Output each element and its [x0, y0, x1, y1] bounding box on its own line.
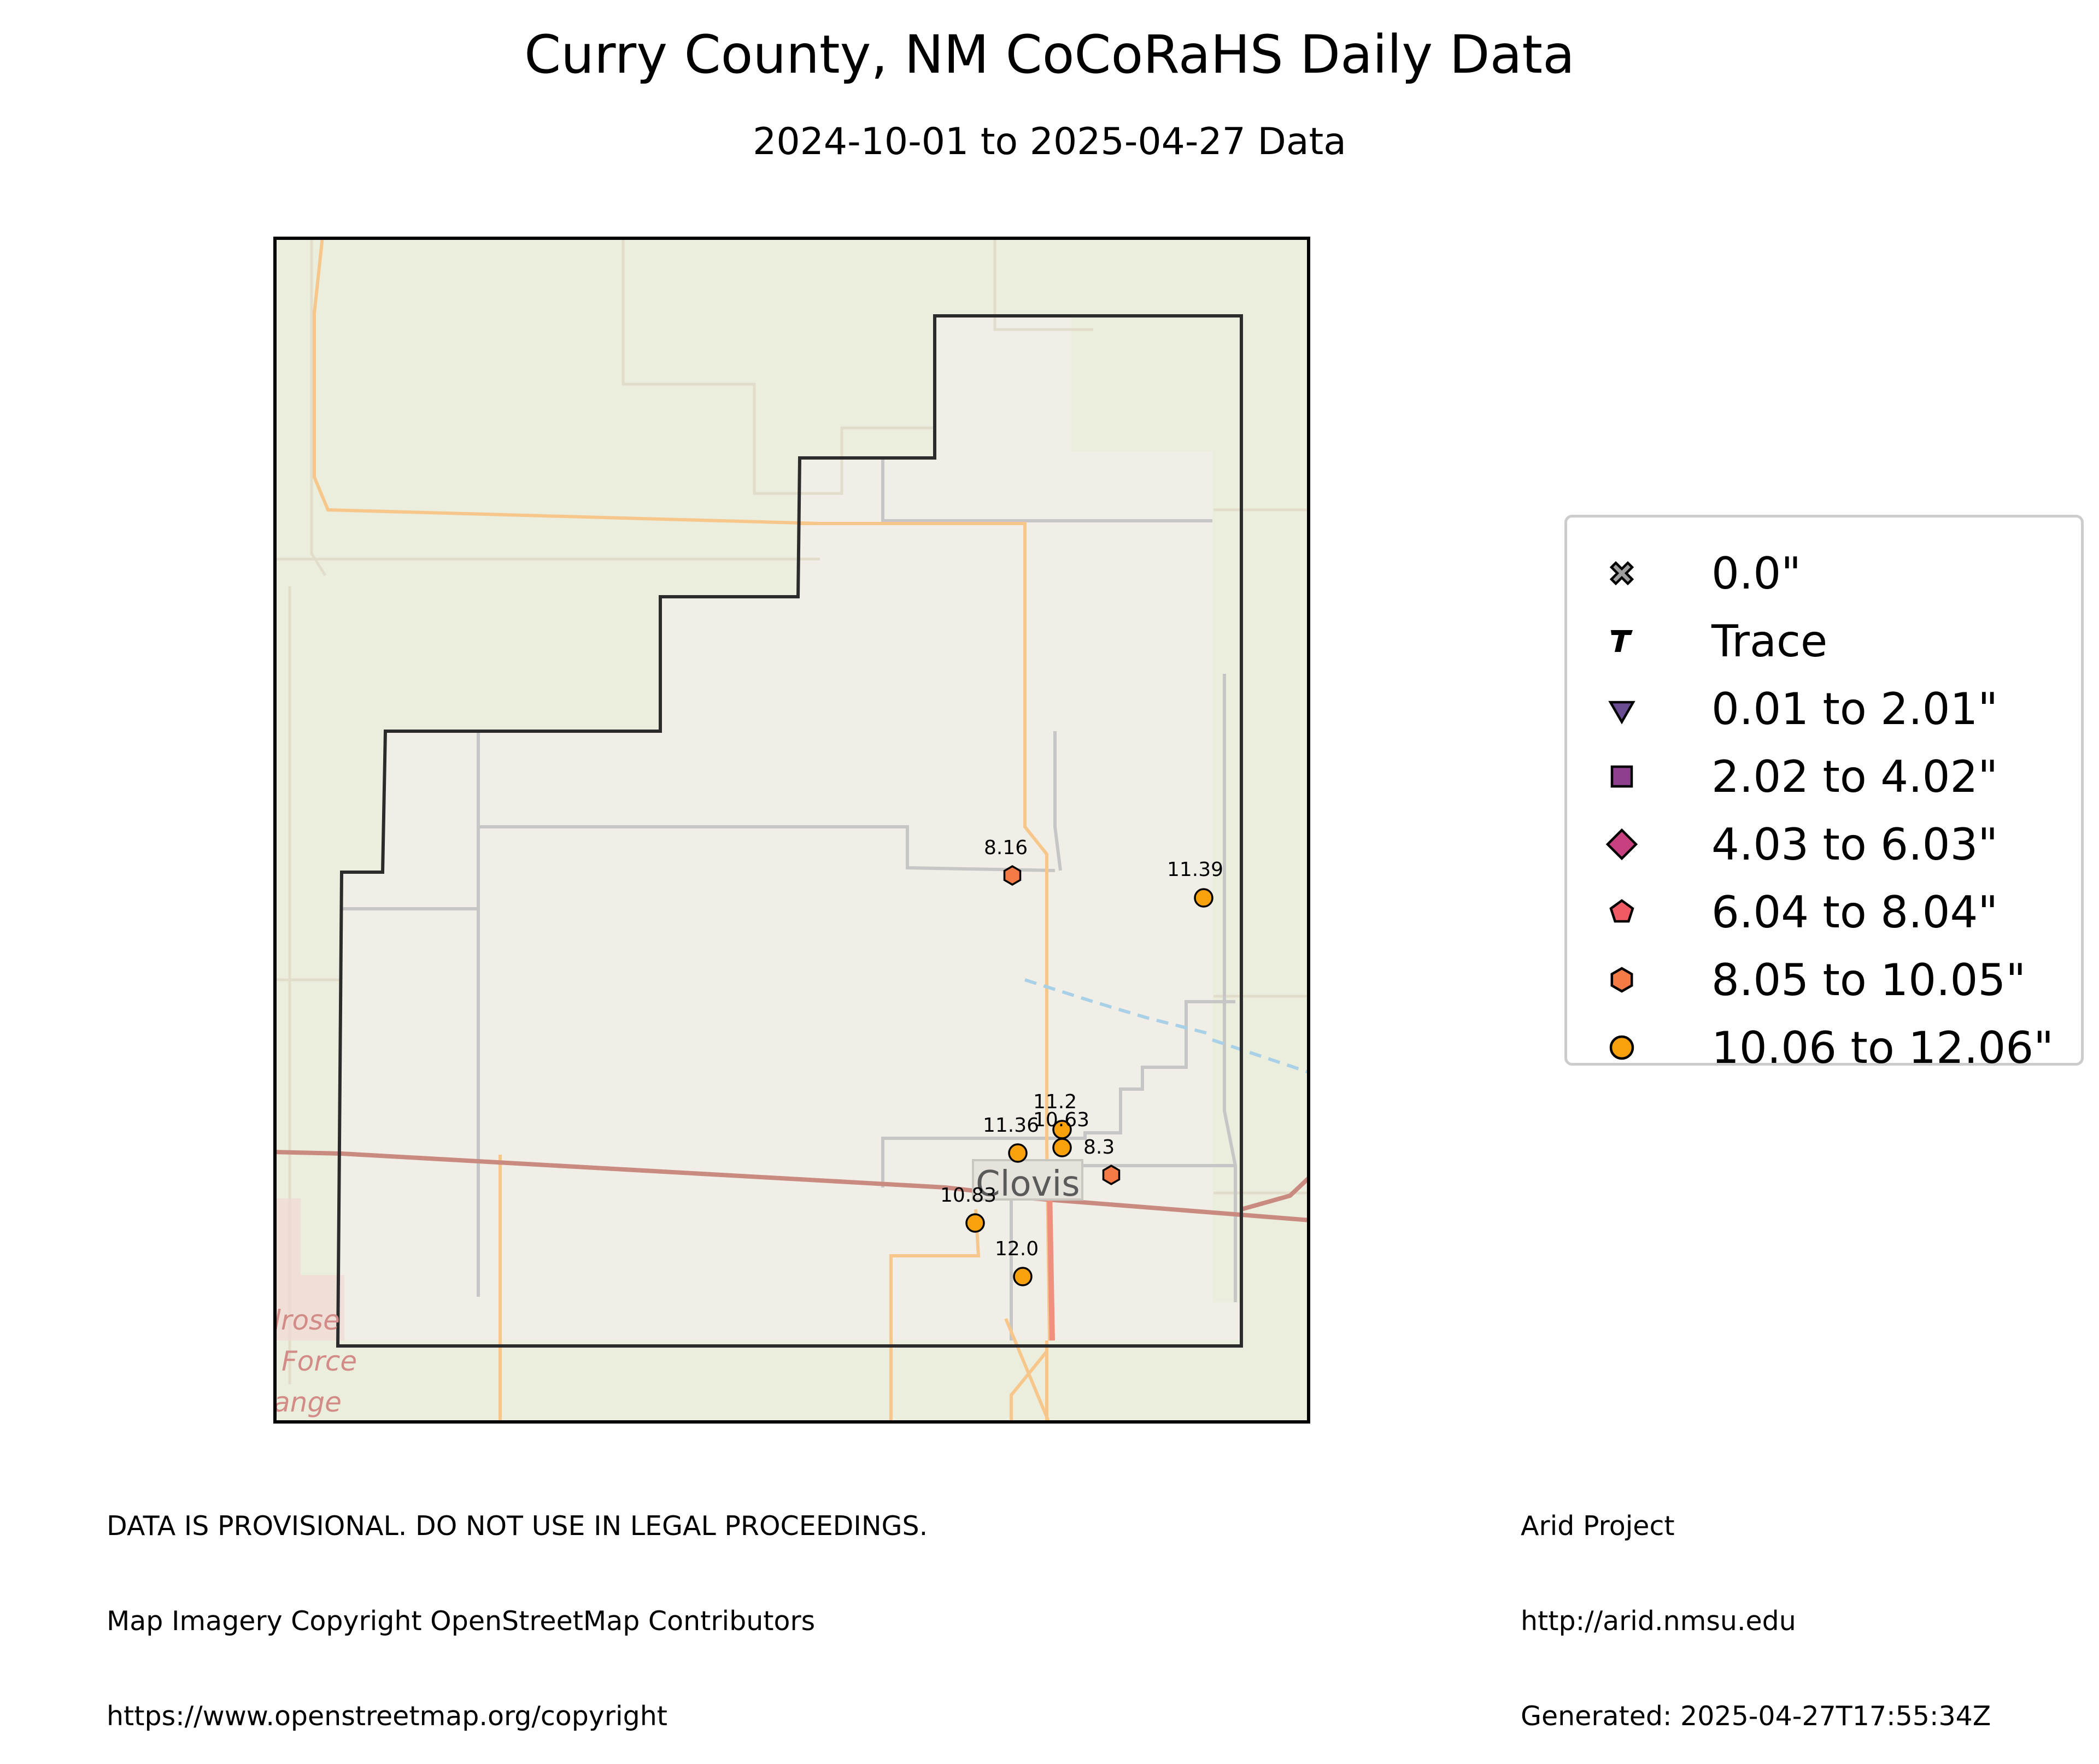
map-canvas: Clovis lrose Force ange 8.1611.3911.210.…: [273, 237, 1310, 1424]
station-marker[interactable]: [1194, 888, 1213, 908]
footer-line: Arid Project: [1521, 1510, 1675, 1542]
legend-item: 8.05 to 10.05": [1567, 946, 2081, 1014]
county-map: Clovis lrose Force ange 8.16 11.39 11.2 10.…: [273, 237, 1310, 1424]
footer-credits: Arid Project http://arid.nmsu.edu Genera…: [1521, 1447, 1991, 1764]
legend-label: 8.05 to 10.05": [1711, 955, 2026, 1006]
legend: 0.0" Trace 0.01 to 2.01" 2.02 to 4.02" 4.03 …: [1564, 515, 2084, 1073]
legend-label: 4.03 to 6.03": [1711, 819, 1998, 870]
station-marker[interactable]: [965, 1213, 985, 1233]
legend-label: 0.0": [1711, 548, 1802, 599]
station-value-label: 11.39: [1167, 859, 1223, 881]
station-marker[interactable]: [1013, 1267, 1033, 1286]
legend-label: Trace: [1711, 616, 1828, 667]
station-marker[interactable]: [1003, 865, 1022, 886]
legend-triangle-down-icon: [1608, 701, 1635, 725]
legend-item: 6.04 to 8.04": [1567, 878, 2081, 946]
station-value-label: 8.16: [984, 837, 1028, 859]
legend-item: 0.01 to 2.01": [1567, 675, 2081, 743]
station-value-label: 10.83: [940, 1184, 996, 1207]
legend-square-icon: [1610, 765, 1633, 788]
station-value-label: 10.63: [1033, 1109, 1089, 1131]
footer-link[interactable]: http://arid.nmsu.edu: [1521, 1606, 1796, 1637]
page-title: Curry County, NM CoCoRaHS Daily Data: [524, 24, 1575, 85]
basemap-text: lrose: [273, 1304, 340, 1336]
legend-item: 0.0": [1567, 539, 2081, 607]
station-value-label: 12.0: [995, 1238, 1039, 1260]
city-label: Clovis: [976, 1164, 1080, 1204]
county-boundary: [336, 314, 1243, 1348]
station-value-label: 11.2: [1033, 1091, 1077, 1113]
legend-label: 6.04 to 8.04": [1711, 887, 1998, 938]
station-value-label: 8.3: [1083, 1136, 1115, 1159]
station-marker[interactable]: [1102, 1165, 1121, 1185]
legend-hexagon-icon: [1610, 967, 1633, 993]
footer-line: DATA IS PROVISIONAL. DO NOT USE IN LEGAL…: [107, 1510, 928, 1542]
footer-line: Generated: 2025-04-27T17:55:34Z: [1521, 1701, 1991, 1732]
legend-circle-icon: [1609, 1035, 1634, 1060]
legend-t-marker-icon: [1611, 630, 1633, 652]
station-value-label: 11.36: [983, 1114, 1039, 1137]
legend-label: 10.06 to 12.06": [1711, 1022, 2054, 1073]
footer-line: Map Imagery Copyright OpenStreetMap Cont…: [107, 1606, 816, 1637]
legend-item: 4.03 to 6.03": [1567, 810, 2081, 878]
station-marker[interactable]: [1052, 1138, 1072, 1157]
legend-label: 2.02 to 4.02": [1711, 751, 1998, 802]
footer-disclaimer: DATA IS PROVISIONAL. DO NOT USE IN LEGAL…: [107, 1447, 928, 1764]
basemap-text: ange: [273, 1386, 342, 1418]
legend-x-marker-icon: [1609, 561, 1634, 586]
date-range-subtitle: 2024-10-01 to 2025-04-27 Data: [753, 120, 1346, 163]
legend-diamond-icon: [1605, 828, 1638, 861]
basemap-text: Force: [282, 1345, 357, 1377]
map-frame: [273, 237, 1310, 1424]
legend-label: 0.01 to 2.01": [1711, 684, 1998, 734]
legend-pentagon-icon: [1609, 899, 1634, 923]
legend-item: 10.06 to 12.06": [1567, 1014, 2081, 1081]
legend-item: 2.02 to 4.02": [1567, 743, 2081, 810]
legend-item: Trace: [1567, 607, 2081, 675]
station-marker[interactable]: [1008, 1143, 1028, 1163]
footer-link[interactable]: https://www.openstreetmap.org/copyright: [107, 1701, 668, 1732]
